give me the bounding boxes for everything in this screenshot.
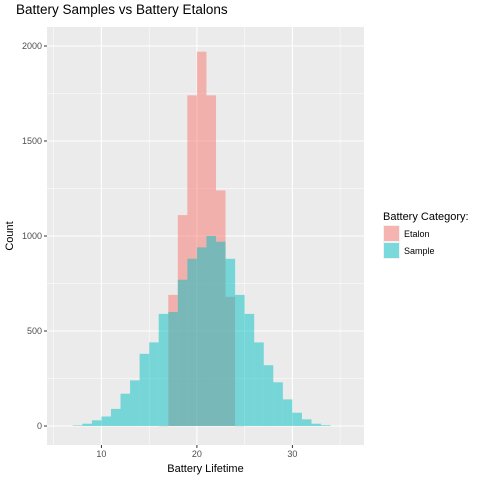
legend: Battery Category: Etalon Sample (383, 211, 469, 259)
histogram-bar (72, 425, 83, 426)
y-tick-label: 1000 (22, 231, 42, 241)
histogram-bar (321, 425, 331, 426)
histogram-bar (273, 382, 283, 426)
y-tick-label: 2000 (22, 41, 42, 51)
histogram-bar (101, 416, 111, 426)
chart-title: Battery Samples vs Battery Etalons (16, 2, 228, 17)
legend-swatch (384, 226, 399, 241)
legend-label: Sample (404, 246, 435, 256)
histogram-bar (91, 420, 102, 426)
histogram-bar (225, 258, 236, 426)
x-axis-title: Battery Lifetime (167, 463, 243, 475)
histogram-bar (206, 236, 217, 426)
histogram-bar (130, 380, 140, 426)
histogram-bar (311, 423, 322, 426)
histogram-bar (282, 399, 293, 426)
legend-item-sample: Sample (383, 242, 435, 259)
legend-item-etalon: Etalon (383, 225, 430, 242)
histogram-bar (110, 408, 121, 426)
histogram-bar (139, 353, 150, 426)
histogram-bar (177, 279, 188, 426)
x-tick-label: 20 (192, 449, 202, 459)
legend-items: Etalon Sample (383, 225, 435, 259)
histogram-bar (216, 241, 226, 426)
x-axis-ticks: 10 20 30 (96, 445, 297, 459)
legend-title: Battery Category: (383, 211, 469, 223)
x-tick-label: 10 (96, 449, 106, 459)
histogram-bar (244, 313, 255, 426)
histogram-bar (168, 312, 178, 426)
histogram-bar (196, 51, 207, 426)
histogram-bar (120, 393, 131, 426)
y-tick-label: 0 (37, 421, 42, 431)
histogram-bar (263, 365, 274, 426)
histogram-bar (82, 423, 92, 426)
histogram-bar (292, 412, 302, 426)
histogram-bar (254, 342, 264, 426)
y-tick-label: 500 (27, 326, 42, 336)
x-tick-label: 30 (287, 449, 297, 459)
histogram-bar (196, 247, 207, 426)
y-axis-ticks: 0 500 1000 1500 2000 (22, 41, 47, 431)
histogram-bars (72, 51, 331, 427)
histogram-bar (301, 419, 312, 426)
series-sample (72, 236, 331, 426)
legend-swatch (384, 243, 399, 258)
y-axis-title: Count (4, 221, 16, 250)
histogram-bar (187, 258, 197, 426)
y-tick-label: 1500 (22, 136, 42, 146)
histogram-bar (149, 342, 159, 426)
legend-label: Etalon (404, 229, 430, 239)
histogram-bar (235, 294, 245, 426)
histogram-bar (158, 313, 169, 426)
